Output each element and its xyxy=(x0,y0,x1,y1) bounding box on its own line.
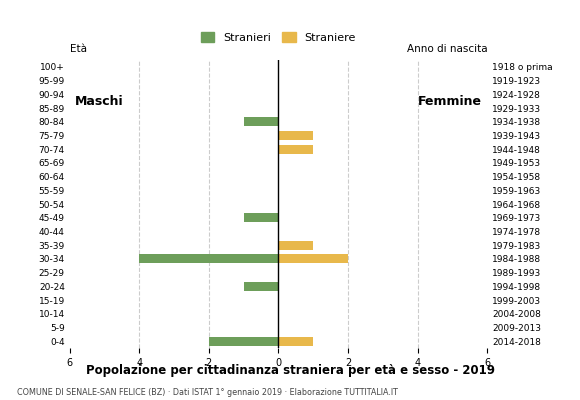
Bar xyxy=(278,131,313,140)
Bar xyxy=(244,213,278,222)
Bar xyxy=(278,254,348,263)
Bar xyxy=(278,145,313,154)
Text: Anno di nascita: Anno di nascita xyxy=(407,44,487,54)
Bar xyxy=(244,117,278,126)
Text: Età: Età xyxy=(70,44,86,54)
Text: Popolazione per cittadinanza straniera per età e sesso - 2019: Popolazione per cittadinanza straniera p… xyxy=(85,364,495,377)
Text: COMUNE DI SENALE-SAN FELICE (BZ) · Dati ISTAT 1° gennaio 2019 · Elaborazione TUT: COMUNE DI SENALE-SAN FELICE (BZ) · Dati … xyxy=(17,388,398,397)
Legend: Stranieri, Straniere: Stranieri, Straniere xyxy=(201,32,356,43)
Text: Maschi: Maschi xyxy=(75,95,124,108)
Text: Femmine: Femmine xyxy=(418,95,482,108)
Bar xyxy=(278,241,313,250)
Bar xyxy=(278,337,313,346)
Bar xyxy=(244,282,278,291)
Bar xyxy=(139,254,278,263)
Bar xyxy=(209,337,278,346)
